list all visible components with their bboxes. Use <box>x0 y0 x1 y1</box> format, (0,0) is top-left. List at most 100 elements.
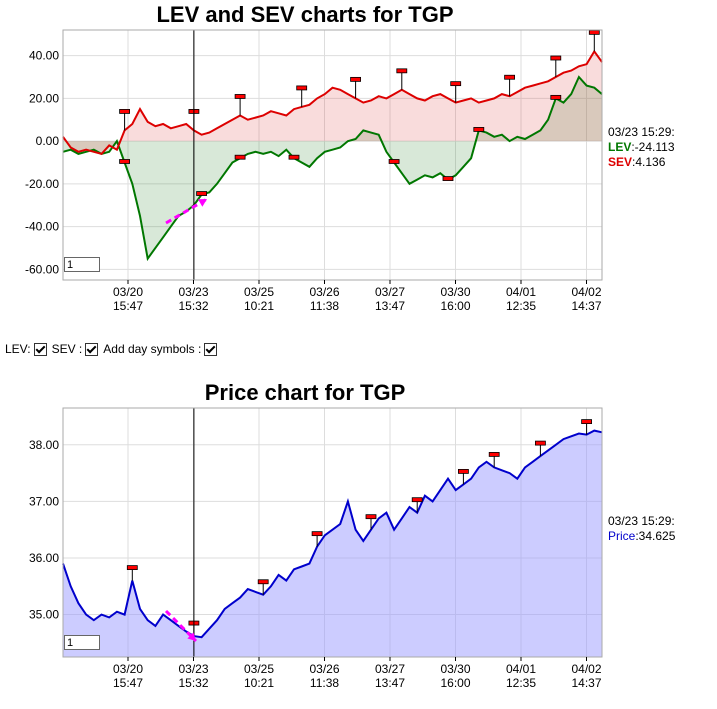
x-tick-time: 16:00 <box>440 299 470 313</box>
y-tick-label: -60.00 <box>25 262 59 276</box>
day-symbol-flag <box>504 74 516 80</box>
sev-readout-label: SEV <box>608 155 633 169</box>
lev-checkbox[interactable] <box>33 342 47 356</box>
x-tick-time: 16:00 <box>440 676 470 690</box>
lev-sev-chart[interactable]: 40.0020.000.00-20.00-40.00-60.0003/2015:… <box>0 0 717 330</box>
x-tick-date: 03/20 <box>113 662 143 676</box>
x-tick-date: 03/27 <box>375 285 405 299</box>
day-symbol-flag <box>119 159 130 164</box>
day-symbol-flag <box>450 81 462 87</box>
y-tick-label: -40.00 <box>25 220 59 234</box>
lev-area <box>63 77 602 259</box>
day-symbol-flag <box>535 440 546 446</box>
lev-readout-label: LEV <box>608 140 632 154</box>
chart-controls: LEV: SEV : Add day symbols : <box>5 342 220 356</box>
price-readout: 03/23 15:29: Price:34.625 <box>608 514 675 544</box>
price-readout-label: Price <box>608 529 636 543</box>
day-symbols-checkbox[interactable] <box>204 342 218 356</box>
day-symbol-flag <box>296 85 308 91</box>
day-symbol-flag <box>311 531 323 537</box>
day-symbol-flag <box>126 565 138 571</box>
day-symbol-flag <box>234 94 246 99</box>
readout-time: 03/23 15:29: <box>608 125 675 139</box>
x-tick-date: 03/27 <box>375 662 405 676</box>
lev-readout-value: :-24.113 <box>631 140 675 154</box>
sev-readout-value: :4.136 <box>632 155 666 169</box>
price-readout-value: :34.625 <box>635 529 676 543</box>
day-symbol-flag <box>119 109 130 114</box>
price-readout-time: 03/23 15:29: <box>608 514 675 528</box>
trend-arrow-head <box>198 199 207 207</box>
trend-arrow-head <box>187 632 196 641</box>
x-tick-time: 14:37 <box>571 299 601 313</box>
x-tick-date: 04/01 <box>506 662 536 676</box>
day-symbol-flag <box>581 419 592 424</box>
day-symbol-flag <box>196 191 208 196</box>
y-tick-label: 36.00 <box>29 551 59 565</box>
day-symbol-flag <box>442 176 454 181</box>
x-tick-time: 11:38 <box>310 676 339 690</box>
x-tick-date: 03/23 <box>178 662 208 676</box>
day-symbol-flag <box>288 154 300 160</box>
x-tick-date: 04/01 <box>506 285 536 299</box>
plot-border <box>62 407 603 658</box>
day-symbol-flag <box>388 159 400 164</box>
x-tick-date: 03/30 <box>440 662 470 676</box>
x-tick-date: 03/25 <box>244 285 274 299</box>
day-symbol-flag <box>350 76 362 82</box>
x-tick-time: 15:32 <box>178 299 208 313</box>
day-symbol-flag <box>396 68 408 74</box>
sev-area <box>63 51 602 154</box>
price-area <box>63 430 602 657</box>
x-tick-date: 04/02 <box>571 662 601 676</box>
day-symbol-flag <box>457 468 469 474</box>
x-tick-time: 15:47 <box>113 299 143 313</box>
sev-checkbox[interactable] <box>85 342 99 356</box>
y-tick-label: 37.00 <box>29 494 59 508</box>
y-tick-label: -20.00 <box>25 177 59 191</box>
day-symbol-flag <box>550 94 562 100</box>
sev-toggle-label: SEV : <box>51 342 83 356</box>
x-tick-time: 10:21 <box>244 299 274 313</box>
y-tick-label: 38.00 <box>29 438 59 452</box>
day-symbol-flag <box>473 127 485 132</box>
trend-arrow <box>165 197 208 225</box>
x-tick-time: 11:38 <box>310 299 339 313</box>
lev-toggle-label: LEV: <box>5 342 31 356</box>
plot-area <box>63 30 602 280</box>
x-tick-time: 15:47 <box>113 676 143 690</box>
lev-sev-chart-title: LEV and SEV charts for TGP <box>156 2 454 27</box>
lev-sev-readout: 03/23 15:29: LEV:-24.113 SEV:4.136 <box>608 125 675 170</box>
y-tick-label: 0.00 <box>36 134 60 148</box>
x-tick-date: 03/26 <box>309 285 339 299</box>
price-zoom-input[interactable]: 1 <box>64 635 100 650</box>
x-tick-time: 15:32 <box>178 676 208 690</box>
lev-line <box>62 75 603 262</box>
day-symbols-toggle-label: Add day symbols : <box>103 342 202 356</box>
day-symbol-flag <box>488 452 500 457</box>
x-tick-time: 12:35 <box>506 676 536 690</box>
sev-line <box>62 49 603 156</box>
y-tick-label: 35.00 <box>29 608 59 622</box>
lev-sev-zoom-input[interactable]: 1 <box>64 257 100 272</box>
y-tick-label: 20.00 <box>29 91 59 105</box>
x-tick-time: 10:21 <box>244 676 274 690</box>
x-tick-time: 13:47 <box>375 676 405 690</box>
price-line <box>62 429 603 639</box>
x-tick-time: 14:37 <box>571 676 601 690</box>
x-tick-time: 13:47 <box>375 299 405 313</box>
x-tick-date: 03/20 <box>113 285 143 299</box>
x-tick-date: 04/02 <box>571 285 601 299</box>
x-tick-date: 03/23 <box>178 285 208 299</box>
price-chart-title: Price chart for TGP <box>204 380 406 405</box>
day-symbol-flag <box>234 154 246 160</box>
x-tick-date: 03/25 <box>244 662 274 676</box>
day-symbol-flag <box>550 55 562 61</box>
day-symbol-flag <box>257 579 269 585</box>
x-tick-date: 03/26 <box>309 662 339 676</box>
day-symbol-flag <box>365 514 377 520</box>
plot-border <box>62 29 603 281</box>
x-tick-date: 03/30 <box>440 285 470 299</box>
day-symbol-flag <box>411 497 423 503</box>
